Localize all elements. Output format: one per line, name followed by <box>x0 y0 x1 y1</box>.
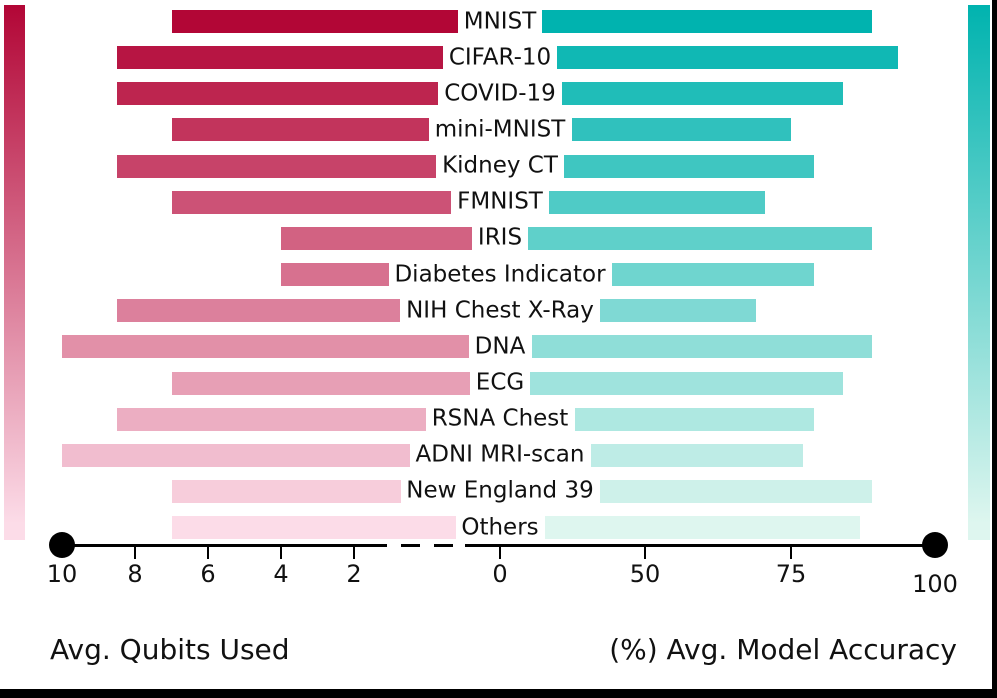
left-axis-tick-label: 6 <box>200 560 216 588</box>
qubits-bar <box>171 516 456 540</box>
dataset-label: COVID-19 <box>444 80 556 107</box>
left-axis-tick <box>353 547 355 559</box>
axis-line-right-solid <box>465 544 935 547</box>
left-axis-tick <box>134 547 136 559</box>
right-axis-tick <box>499 547 501 559</box>
left-axis-tick <box>280 547 282 559</box>
dataset-label: ADNI MRI-scan <box>415 441 585 468</box>
accuracy-bar <box>549 190 765 214</box>
dataset-label: RSNA Chest <box>431 405 569 432</box>
qubits-bar <box>116 154 436 178</box>
qubits-bar <box>171 479 401 503</box>
right-axis-tick-label: 75 <box>775 560 807 588</box>
dataset-label: IRIS <box>477 224 523 251</box>
accuracy-bar <box>528 226 872 250</box>
dataset-label: Kidney CT <box>442 152 558 179</box>
dataset-label: FMNIST <box>457 188 543 215</box>
right-axis-tick-label: 100 <box>912 570 958 598</box>
dataset-label: Others <box>461 514 539 541</box>
left-axis-tick-label: 8 <box>127 560 143 588</box>
accuracy-bar <box>530 371 843 395</box>
qubits-bar <box>116 299 400 323</box>
axis-endpoint-dot-right <box>922 532 948 558</box>
accuracy-color-scale-strip <box>968 5 990 540</box>
qubits-bar <box>116 407 426 431</box>
accuracy-bar <box>600 299 756 323</box>
figure-right-border <box>992 0 997 698</box>
dataset-label: CIFAR-10 <box>448 44 552 71</box>
qubits-bar <box>281 263 389 287</box>
qubits-bar <box>116 46 443 70</box>
axis-line-left-solid <box>62 544 368 547</box>
qubits-bar <box>281 226 472 250</box>
accuracy-bar <box>611 263 815 287</box>
accuracy-bar <box>571 118 791 142</box>
qubits-bar <box>171 371 470 395</box>
accuracy-bar <box>590 443 803 467</box>
dataset-label: NIH Chest X-Ray <box>406 297 594 324</box>
dataset-label: ECG <box>475 369 525 396</box>
dataset-label: Diabetes Indicator <box>394 261 606 288</box>
dataset-label: mini-MNIST <box>434 116 566 143</box>
accuracy-bar <box>574 407 815 431</box>
accuracy-bar <box>557 46 898 70</box>
accuracy-bar <box>564 154 815 178</box>
axis-line-center-dashed <box>368 544 465 547</box>
qubits-bar <box>116 82 438 106</box>
dataset-label: MNIST <box>463 8 537 34</box>
accuracy-bar <box>562 82 843 106</box>
accuracy-bar <box>599 479 872 503</box>
accuracy-bar <box>544 516 861 540</box>
qubits-bar <box>62 443 410 467</box>
right-axis-tick-label: 0 <box>492 560 508 588</box>
right-axis-tick <box>790 547 792 559</box>
right-axis-title: (%) Avg. Model Accuracy <box>609 633 957 666</box>
right-axis-tick-label: 50 <box>629 560 661 588</box>
left-axis-tick-label: 10 <box>46 560 78 588</box>
axis-endpoint-dot-left <box>49 532 75 558</box>
right-axis-tick <box>644 547 646 559</box>
accuracy-bar <box>531 335 872 359</box>
qubits-bar <box>171 10 458 33</box>
qubits-bar <box>62 335 469 359</box>
qubits-color-scale-strip <box>4 5 25 540</box>
left-axis-tick-label: 4 <box>273 560 289 588</box>
dataset-label: New England 39 <box>406 477 594 504</box>
left-axis-tick-label: 2 <box>346 560 362 588</box>
dataset-label: DNA <box>474 333 526 360</box>
qubits-bar <box>171 118 429 142</box>
accuracy-bar <box>542 10 872 33</box>
left-axis-tick <box>207 547 209 559</box>
qubits-bar <box>171 190 451 214</box>
left-axis-title: Avg. Qubits Used <box>50 633 290 666</box>
chart-plot-area: MNIST CIFAR-10 COVID-19 mini-MNIST Kidney CT… <box>62 8 898 541</box>
figure-bottom-border <box>0 689 997 698</box>
